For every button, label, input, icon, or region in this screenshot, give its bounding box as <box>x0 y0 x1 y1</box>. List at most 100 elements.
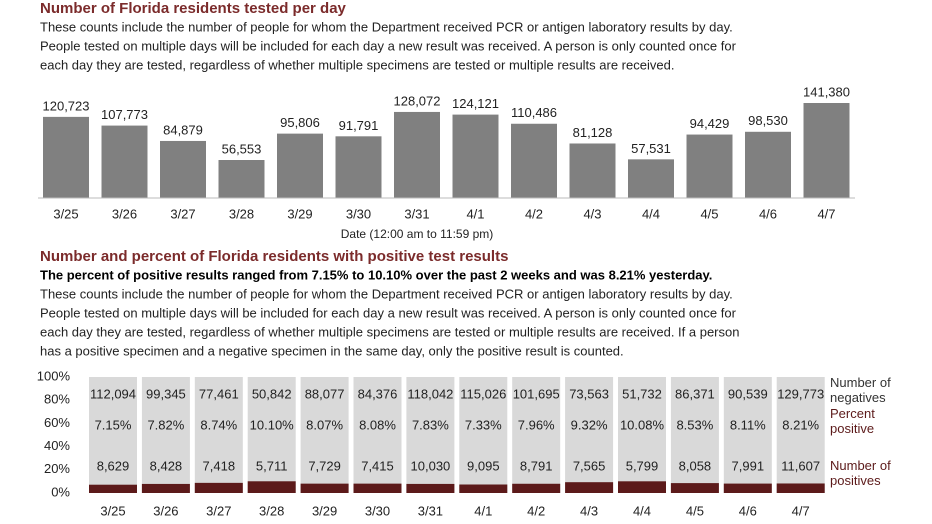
data-label: 94,429 <box>690 116 730 131</box>
bar-background <box>459 377 508 493</box>
negatives-label: 129,773 <box>777 386 824 401</box>
positive-bar <box>670 483 719 493</box>
positives-label: 11,607 <box>781 458 820 473</box>
percent-label: 7.96% <box>518 417 555 432</box>
bar <box>803 103 850 198</box>
x-tick-label: 3/26 <box>112 206 137 221</box>
x-axis-label: Date (12:00 am to 11:59 pm) <box>341 227 494 241</box>
legend-entry: Percent positive <box>830 406 875 436</box>
data-label: 128,072 <box>394 93 441 108</box>
x-tick-label: 4/4 <box>633 503 651 518</box>
percent-label: 7.15% <box>95 417 132 432</box>
positives-label: 8,058 <box>679 458 712 473</box>
y-tick-label: 60% <box>44 415 70 430</box>
negatives-label: 101,695 <box>513 386 560 401</box>
subtitle: The percent of positive results ranged f… <box>40 267 712 282</box>
percent-label: 8.08% <box>359 417 396 432</box>
note-line: has a positive specimen and a negative s… <box>40 343 624 358</box>
negatives-label: 118,042 <box>407 386 453 401</box>
positive-bar <box>353 483 402 493</box>
data-label: 107,773 <box>101 107 148 122</box>
positive-bar <box>723 483 772 493</box>
note-line: People tested on multiple days will be i… <box>40 305 737 320</box>
positives-label: 7,991 <box>732 458 765 473</box>
y-tick-label: 40% <box>44 438 70 453</box>
x-tick-label: 3/29 <box>312 503 337 518</box>
negatives-label: 86,371 <box>675 386 715 401</box>
negatives-label: 88,077 <box>305 386 345 401</box>
percent-label: 8.11% <box>730 417 766 432</box>
data-label: 98,530 <box>748 113 788 128</box>
x-tick-label: 4/7 <box>792 503 810 518</box>
note-line: These counts include the number of peopl… <box>40 19 733 34</box>
x-tick-label: 3/28 <box>259 503 284 518</box>
positive-bar <box>459 484 508 493</box>
data-label: 120,723 <box>43 98 90 113</box>
x-tick-label: 3/25 <box>53 206 78 221</box>
bar-background <box>194 377 243 493</box>
x-tick-label: 3/28 <box>229 206 254 221</box>
note-line: People tested on multiple days will be i… <box>40 38 737 53</box>
percent-label: 8.74% <box>200 417 237 432</box>
positives-label: 8,428 <box>150 458 183 473</box>
positives-label: 8,791 <box>520 458 553 473</box>
negatives-label: 99,345 <box>146 386 186 401</box>
percent-label: 10.08% <box>620 417 665 432</box>
x-tick-label: 4/1 <box>474 503 492 518</box>
y-tick-label: 80% <box>44 392 70 407</box>
bar-background <box>512 377 561 493</box>
percent-label: 7.83% <box>412 417 449 432</box>
x-tick-label: 3/30 <box>365 503 390 518</box>
legend-entry: Number of negatives <box>830 375 891 405</box>
bar <box>160 140 206 198</box>
positives-label: 5,711 <box>256 458 288 473</box>
bar <box>511 123 557 198</box>
bar <box>628 159 674 198</box>
bar-background <box>353 377 402 493</box>
x-tick-label: 4/7 <box>817 206 835 221</box>
x-tick-label: 4/1 <box>466 206 484 221</box>
bar <box>335 136 382 198</box>
bar-background <box>89 377 137 493</box>
data-label: 110,486 <box>511 105 557 120</box>
positive-bar <box>141 483 190 493</box>
x-tick-label: 3/26 <box>153 503 178 518</box>
y-tick-label: 100% <box>37 368 71 383</box>
positives-label: 8,629 <box>97 458 130 473</box>
percent-label: 8.53% <box>676 417 713 432</box>
legend-entry: Number of positives <box>830 458 891 488</box>
percent-label: 8.21% <box>782 417 819 432</box>
x-tick-label: 4/2 <box>527 503 545 518</box>
positives-label: 7,729 <box>308 458 341 473</box>
percent-label: 7.33% <box>465 417 502 432</box>
bar-background <box>723 377 772 493</box>
bar <box>394 111 440 198</box>
x-tick-label: 3/27 <box>170 206 195 221</box>
negatives-label: 90,539 <box>728 386 768 401</box>
bar-background <box>776 377 825 493</box>
x-tick-label: 4/6 <box>759 206 777 221</box>
positive-bar <box>512 483 561 493</box>
bar <box>277 133 323 198</box>
bar <box>745 131 791 198</box>
x-tick-label: 3/30 <box>346 206 371 221</box>
positive-bar <box>618 481 666 493</box>
bar-background <box>618 377 666 493</box>
negatives-label: 84,376 <box>358 386 398 401</box>
data-label: 95,806 <box>280 115 320 130</box>
data-label: 81,128 <box>573 125 613 140</box>
note-line: each day they are tested, regardless of … <box>40 324 739 339</box>
x-tick-label: 4/2 <box>525 206 543 221</box>
bar <box>452 114 499 198</box>
positives-label: 7,565 <box>573 458 606 473</box>
bar <box>101 125 148 198</box>
bar-background <box>141 377 190 493</box>
data-label: 141,380 <box>803 84 850 99</box>
x-tick-label: 4/3 <box>580 503 598 518</box>
positive-bar <box>89 484 137 493</box>
x-tick-label: 4/5 <box>700 206 718 221</box>
bar <box>686 134 733 198</box>
x-tick-label: 4/6 <box>739 503 757 518</box>
positive-bar <box>300 483 349 493</box>
